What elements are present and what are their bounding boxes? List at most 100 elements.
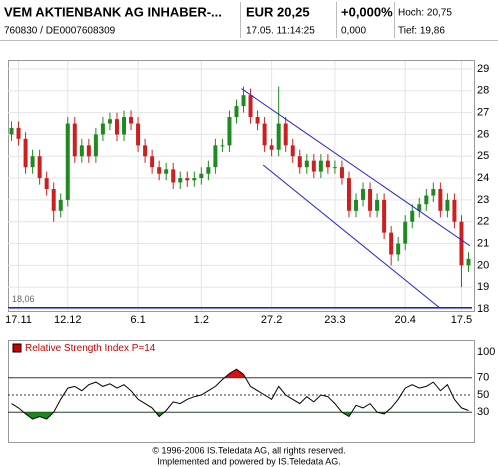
candle-body: [332, 167, 337, 169]
candle-body: [9, 127, 14, 135]
y-tick-label: 24: [477, 172, 489, 184]
candle-body: [164, 169, 169, 174]
y-tick-label: 50: [477, 389, 489, 401]
candle-body: [283, 123, 288, 146]
x-tick-label: 12.12: [54, 314, 82, 326]
candle-body: [361, 189, 366, 200]
candle-body: [297, 156, 302, 168]
channel-line: [241, 88, 471, 247]
candle-body: [129, 117, 134, 124]
candle-body: [354, 199, 358, 211]
y-tick-label: 25: [477, 150, 489, 162]
candle-body: [276, 123, 281, 150]
candle-body: [466, 258, 471, 266]
y-tick-label: 18: [477, 303, 489, 315]
y-tick-label: 70: [477, 372, 489, 384]
x-tick-label: 6.1: [130, 314, 145, 326]
x-tick-label: 27.2: [261, 314, 282, 326]
candle-body: [389, 232, 394, 255]
high: Hoch: 20,75: [398, 8, 452, 19]
channel-line: [262, 164, 440, 309]
candle-body: [262, 123, 267, 146]
x-tick-label: 20.4: [395, 314, 416, 326]
candle-body: [325, 160, 330, 168]
candle-body: [269, 145, 274, 150]
legend-icon: [12, 343, 22, 353]
change-pct: +0,000%: [341, 4, 393, 19]
candle-body: [143, 145, 148, 157]
price: EUR 20,25: [246, 4, 310, 19]
stock-id: 760830 / DE0007608309: [4, 26, 116, 37]
candle-body: [396, 243, 401, 255]
low: Tief: 19,86: [398, 26, 445, 37]
candle-body: [192, 178, 197, 181]
candle-body: [445, 199, 450, 211]
price-frame: [8, 60, 475, 312]
rsi-frame: [8, 340, 475, 443]
x-tick-label: 1.2: [194, 314, 209, 326]
candle-body: [375, 199, 380, 211]
x-tick-label: 17.11: [5, 314, 32, 326]
candle-body: [234, 106, 239, 117]
candle-body: [248, 95, 253, 117]
candle-body: [178, 178, 183, 183]
candle-body: [150, 156, 155, 168]
y-tick-label: 19: [477, 281, 489, 293]
candle-body: [220, 145, 225, 147]
y-tick-label: 30: [477, 406, 489, 418]
reference-label: 18,06: [12, 294, 35, 304]
rsi-title: Relative Strength Index P=14: [25, 343, 156, 354]
candle-body: [206, 167, 211, 174]
candle-body: [114, 119, 119, 135]
candle-body: [122, 117, 126, 135]
candle-body: [79, 145, 84, 157]
candle-body: [30, 156, 35, 168]
stock-name: VEM AKTIENBANK AG INHABER-...: [4, 4, 222, 19]
change: 0,000: [341, 26, 366, 37]
candle-body: [23, 138, 28, 168]
candle-body: [410, 210, 415, 222]
time: 17.05. 11:14:25: [246, 26, 315, 37]
candle-body: [403, 221, 408, 244]
overbought-fill: [224, 369, 246, 378]
y-tick-label: 27: [477, 107, 489, 119]
candle-body: [157, 167, 162, 174]
candle-body: [382, 199, 387, 233]
candle-body: [51, 189, 56, 211]
candle-body: [227, 117, 232, 146]
candle-body: [213, 145, 218, 168]
footer-line: © 1996-2006 IS.Teledata AG, all rights r…: [152, 445, 345, 455]
candle-body: [255, 117, 260, 124]
candle-body: [16, 127, 21, 139]
candle-body: [452, 199, 457, 222]
candle-body: [438, 189, 443, 211]
footer-line: Implemented and powered by IS.Teledata A…: [157, 456, 341, 466]
y-tick-label: 22: [477, 216, 489, 228]
candle-body: [304, 160, 309, 168]
candle-body: [199, 173, 204, 179]
candle-body: [136, 123, 141, 146]
candle-body: [58, 199, 63, 211]
oversold-fill: [23, 412, 387, 420]
y-tick-label: 23: [477, 194, 489, 206]
y-tick-label: 100: [477, 346, 495, 358]
candle-body: [44, 178, 49, 189]
candle-body: [72, 123, 77, 157]
y-tick-label: 29: [477, 63, 489, 75]
y-tick-label: 26: [477, 128, 489, 140]
candle-body: [431, 189, 436, 196]
candle-body: [424, 195, 429, 205]
candle-body: [86, 145, 91, 157]
candle-body: [459, 221, 464, 266]
y-tick-label: 28: [477, 85, 489, 97]
candle-body: [417, 204, 422, 211]
x-tick-label: 23.3: [324, 314, 345, 326]
x-tick-label: 17.5: [451, 314, 472, 326]
candle-body: [241, 95, 246, 107]
candle-body: [368, 189, 373, 211]
candle-body: [185, 178, 190, 181]
y-tick-label: 21: [477, 237, 489, 249]
candle-body: [107, 119, 112, 124]
